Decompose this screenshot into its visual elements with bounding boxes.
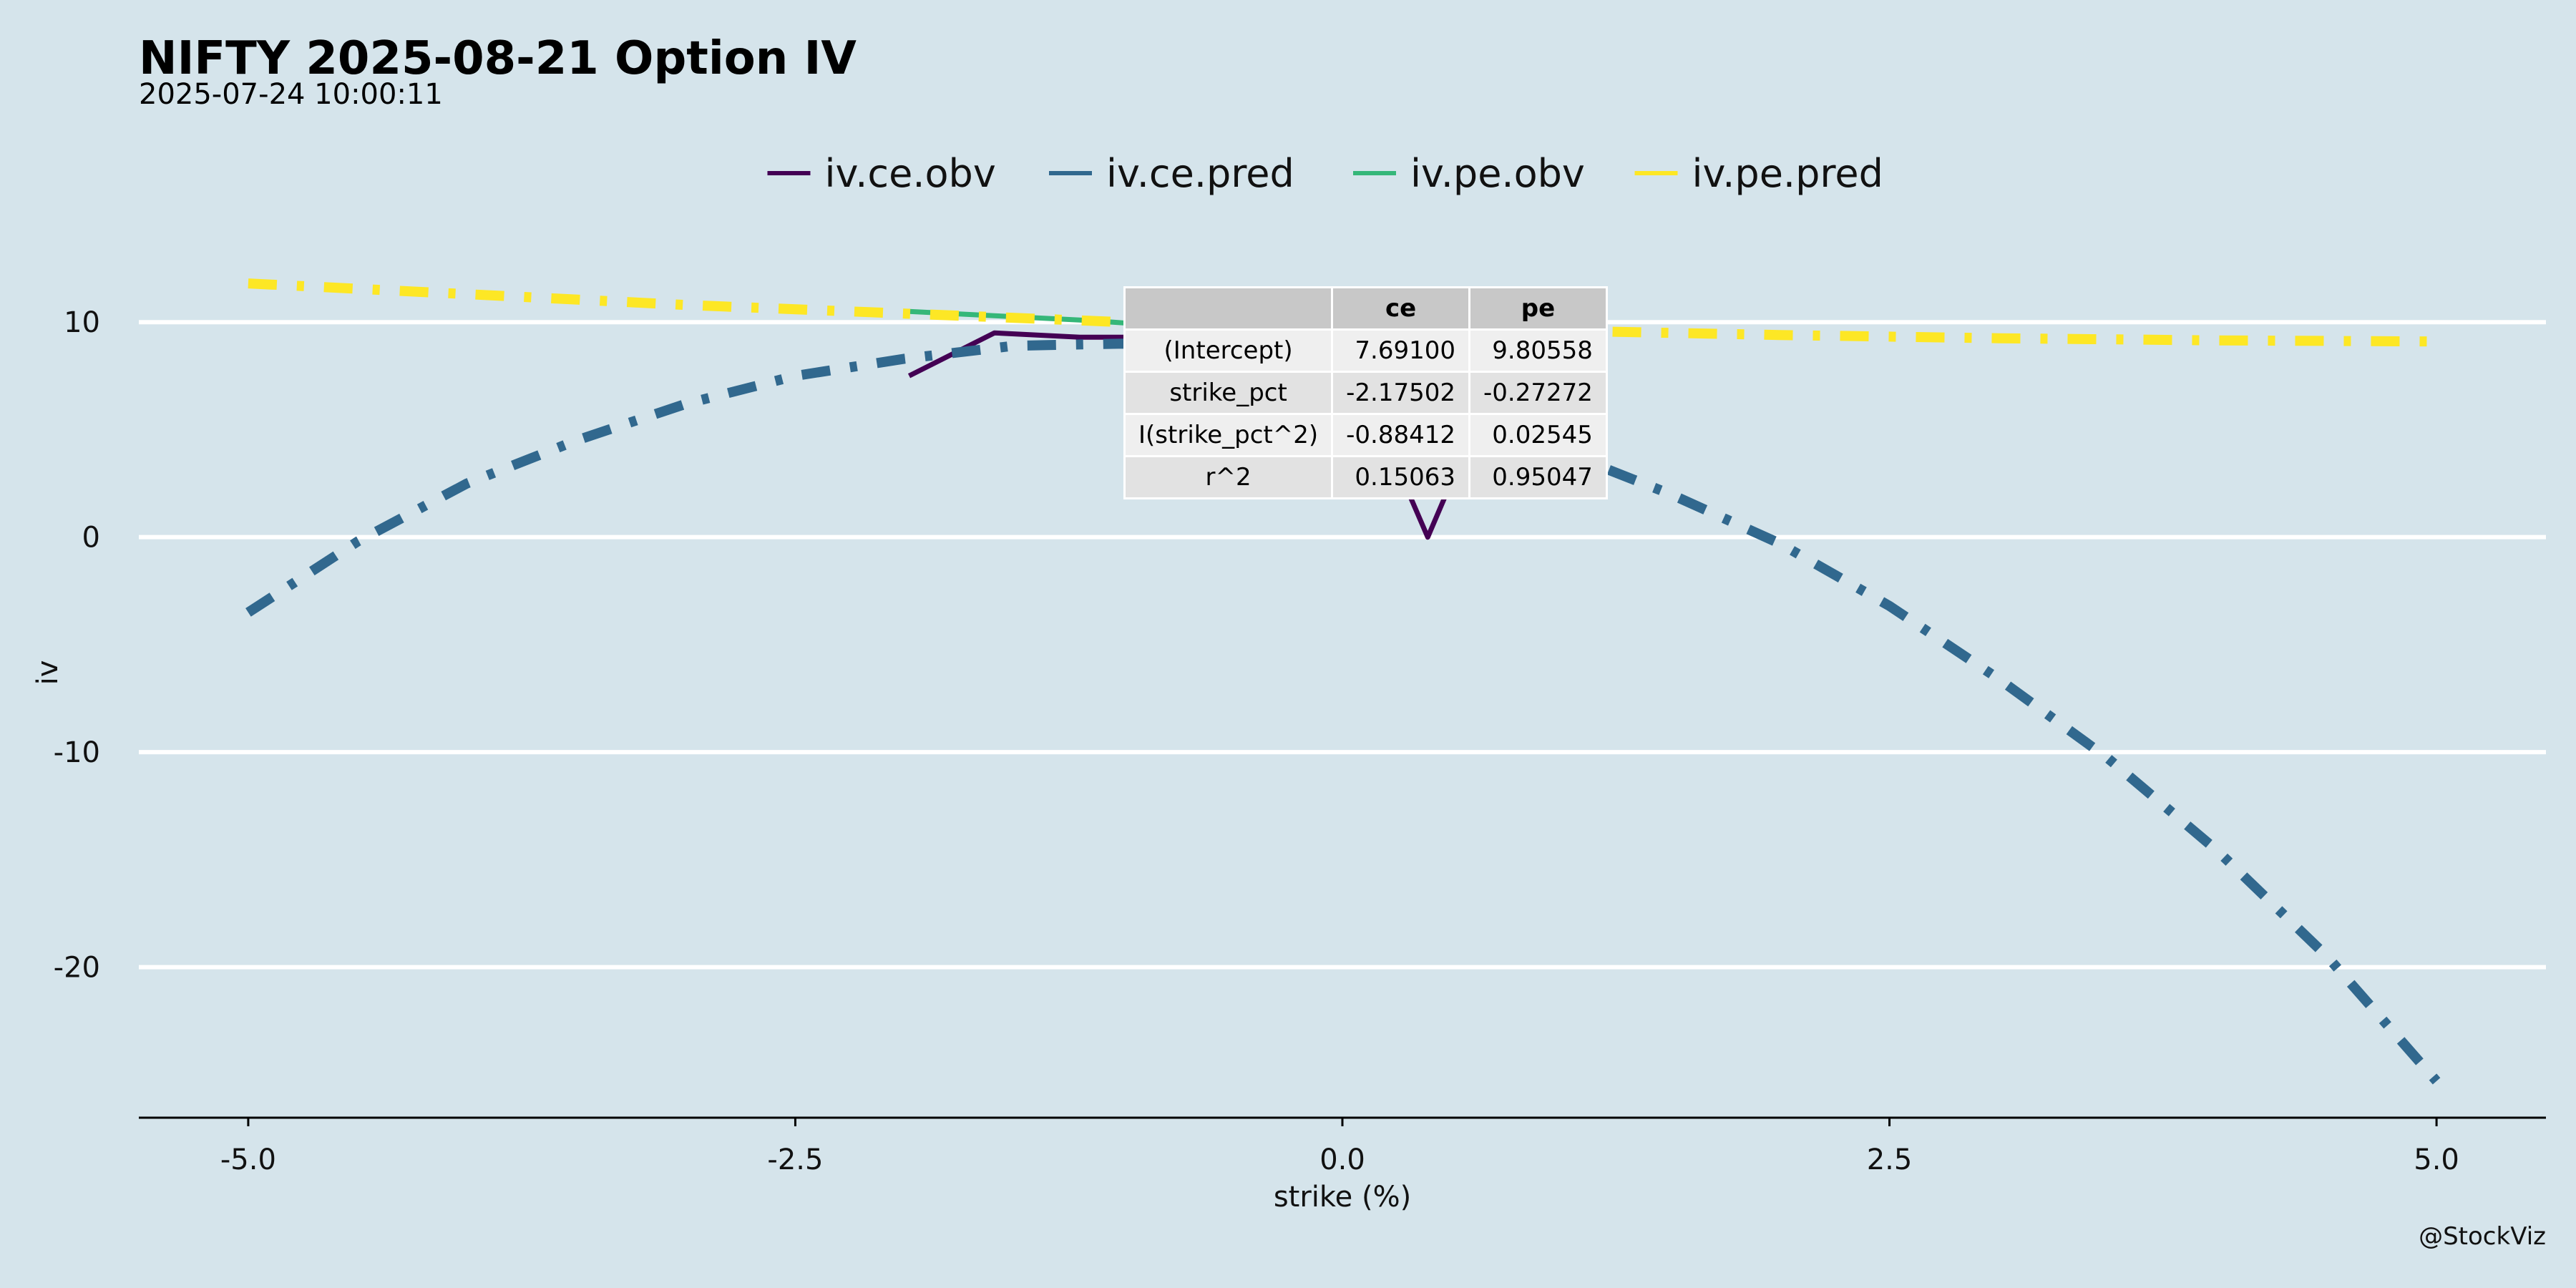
axis-layer: 10 0 -10 -20 -5.0 -2.5 0.0 2.5 5.0 bbox=[54, 306, 2546, 1176]
legend-label: iv.ce.obv bbox=[825, 151, 996, 196]
table-cell-ce: -2.17502 bbox=[1331, 371, 1471, 415]
y-axis-title: iv bbox=[31, 660, 64, 686]
chart-subtitle: 2025-07-24 10:00:11 bbox=[139, 78, 443, 111]
x-tick-label: 5.0 bbox=[2414, 1143, 2459, 1176]
y-tick-label: -10 bbox=[54, 736, 100, 769]
coefficient-table: ce pe (Intercept) 7.69100 9.80558 strike… bbox=[1123, 286, 1608, 499]
table-cell-ce: 7.69100 bbox=[1331, 328, 1471, 373]
table-header-row: ce pe bbox=[1123, 286, 1608, 331]
table-cell-ce: -0.88412 bbox=[1331, 413, 1471, 457]
table-cell-pe: 0.95047 bbox=[1468, 455, 1608, 499]
table-cell-pe: -0.27272 bbox=[1468, 371, 1608, 415]
y-tick-label: -20 bbox=[54, 952, 100, 985]
series-line-iv-pe-pred bbox=[248, 278, 2437, 347]
x-tick-label: 0.0 bbox=[1319, 1143, 1365, 1176]
table-row: (Intercept) 7.69100 9.80558 bbox=[1123, 328, 1608, 373]
legend-label: iv.pe.pred bbox=[1692, 151, 1883, 196]
chart-title: NIFTY 2025-08-21 Option IV bbox=[139, 32, 857, 85]
table-cell-pe: 0.02545 bbox=[1468, 413, 1608, 457]
table-row: strike_pct -2.17502 -0.27272 bbox=[1123, 371, 1608, 415]
x-axis-title: strike (%) bbox=[1274, 1181, 1411, 1214]
table-header-blank bbox=[1123, 286, 1334, 331]
x-tick-label: -2.5 bbox=[767, 1143, 823, 1176]
table-header-pe: pe bbox=[1468, 286, 1608, 331]
legend: iv.ce.obv iv.ce.pred iv.pe.obv iv.pe.pred bbox=[767, 151, 1883, 196]
x-tick-label: -5.0 bbox=[220, 1143, 276, 1176]
table-cell-pe: 9.80558 bbox=[1468, 328, 1608, 373]
table-row-label: I(strike_pct^2) bbox=[1123, 413, 1334, 457]
table-row-label: (Intercept) bbox=[1123, 328, 1334, 373]
table-row: I(strike_pct^2) -0.88412 0.02545 bbox=[1123, 413, 1608, 457]
legend-label: iv.ce.pred bbox=[1106, 151, 1294, 196]
legend-label: iv.pe.obv bbox=[1410, 151, 1585, 196]
table-cell-ce: 0.15063 bbox=[1331, 455, 1471, 499]
table-row-label: strike_pct bbox=[1123, 371, 1334, 415]
table-row-label: r^2 bbox=[1123, 455, 1334, 499]
table-header-ce: ce bbox=[1331, 286, 1471, 331]
x-tick-label: 2.5 bbox=[1867, 1143, 1913, 1176]
y-tick-label: 10 bbox=[64, 306, 100, 339]
table-row: r^2 0.15063 0.95047 bbox=[1123, 455, 1608, 499]
caption: @StockViz bbox=[2419, 1222, 2546, 1251]
y-tick-label: 0 bbox=[82, 522, 100, 555]
